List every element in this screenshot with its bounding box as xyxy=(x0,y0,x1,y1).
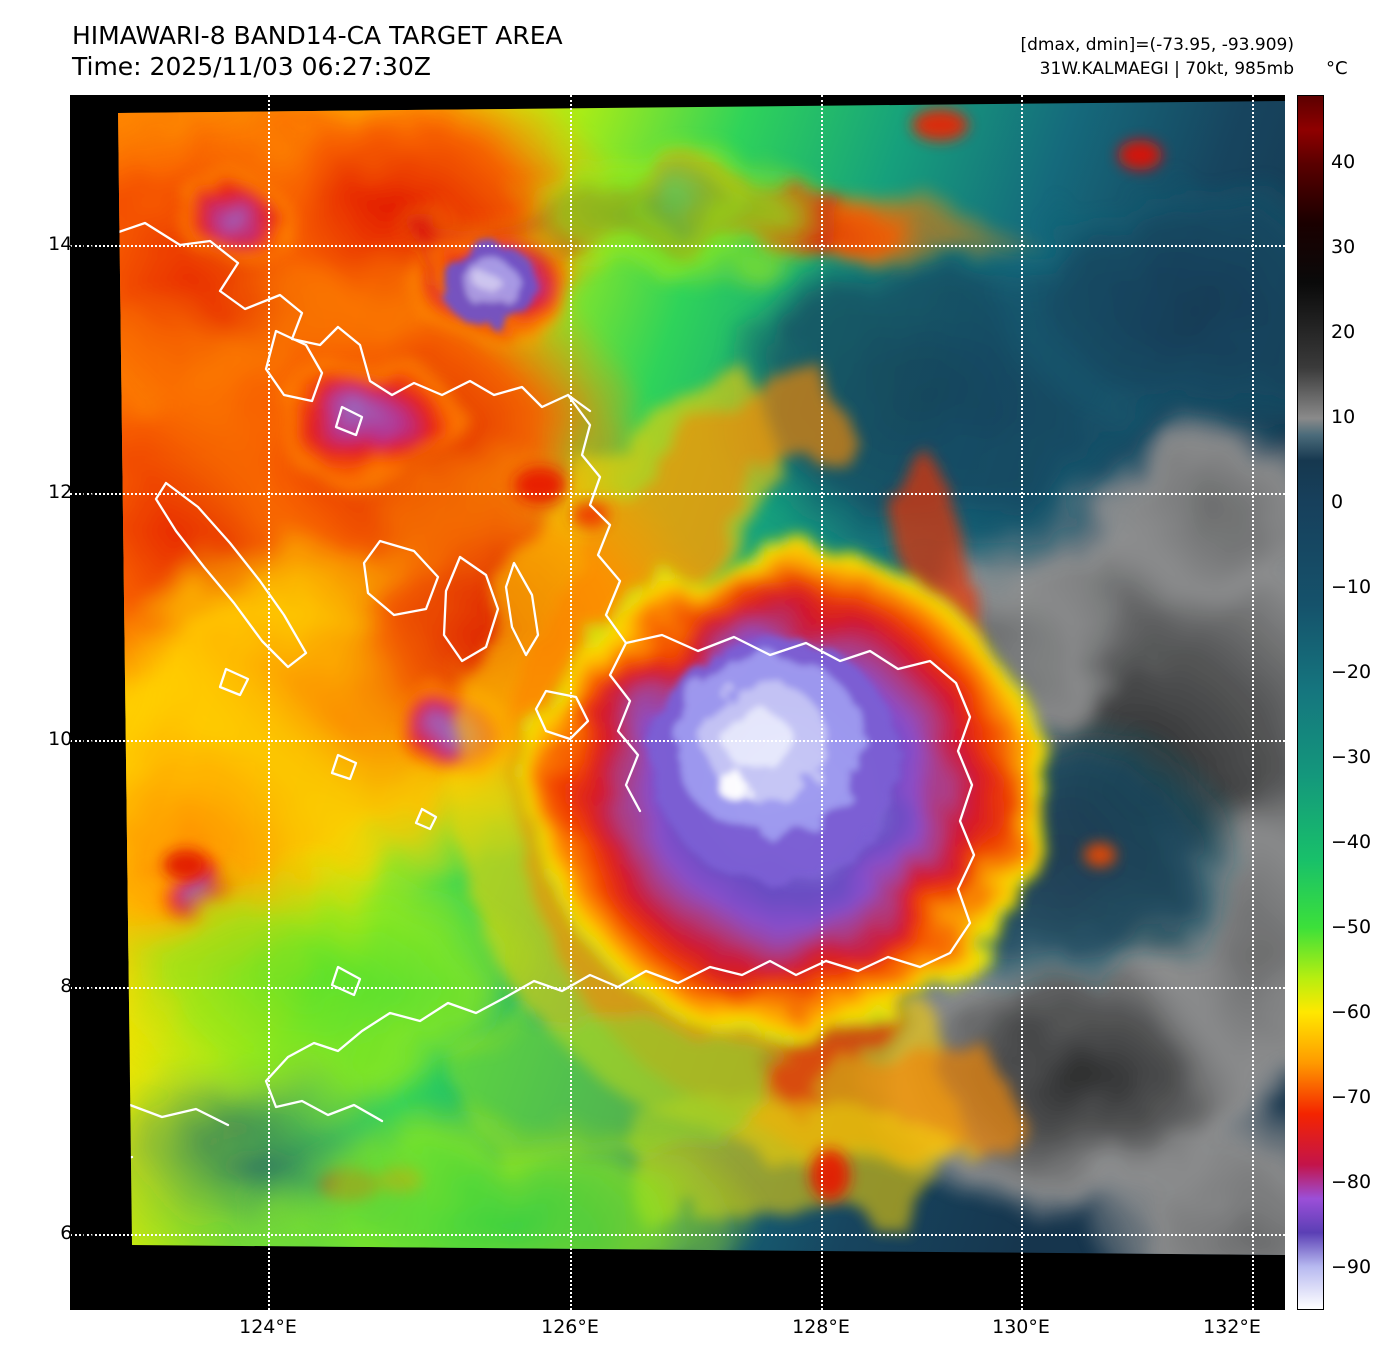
metadata-block: [dmax, dmin]=(-73.95, -93.909) 31W.KALMA… xyxy=(1021,33,1295,81)
timestamp-label: Time: 2025/11/03 06:27:30Z xyxy=(72,52,431,81)
page-title: HIMAWARI-8 BAND14-CA TARGET AREA xyxy=(72,21,563,50)
colorbar-tick-3: 10 xyxy=(1331,405,1356,428)
xtick-label-3: 130°E xyxy=(992,1316,1050,1338)
colorbar xyxy=(1297,95,1324,1310)
colorbar-tick-9: −50 xyxy=(1331,915,1372,938)
xtick-label-1: 126°E xyxy=(541,1316,599,1338)
xtick-label-0: 124°E xyxy=(239,1316,297,1338)
dmax-dmin-label: [dmax, dmin]=(-73.95, -93.909) xyxy=(1020,35,1295,55)
colorbar-tick-10: −60 xyxy=(1331,1000,1372,1023)
colorbar-tick-0: 40 xyxy=(1331,150,1356,173)
satellite-image-plot: Copyright © 2020-2025 Dapiya xyxy=(70,95,1285,1310)
title-block: HIMAWARI-8 BAND14-CA TARGET AREA Time: 2… xyxy=(72,20,563,82)
ytick-label-1: 12°N xyxy=(48,481,96,503)
ytick-label-0: 14°N xyxy=(48,233,96,255)
ytick-label-2: 10°N xyxy=(48,728,96,750)
colorbar-tick-12: −80 xyxy=(1331,1170,1372,1193)
xtick-label-4: 132°E xyxy=(1203,1316,1261,1338)
colorbar-tick-13: −90 xyxy=(1331,1255,1372,1278)
colorbar-tick-4: 0 xyxy=(1331,490,1344,513)
storm-info-label: 31W.KALMAEGI | 70kt, 985mb xyxy=(1039,59,1294,79)
satellite-swath-image xyxy=(70,95,1285,1310)
colorbar-tick-6: −20 xyxy=(1331,660,1372,683)
xtick-label-2: 128°E xyxy=(792,1316,850,1338)
colorbar-gradient xyxy=(1298,96,1323,1309)
colorbar-unit-label: °C xyxy=(1326,58,1348,79)
ytick-label-4: 6°N xyxy=(60,1222,96,1244)
colorbar-tick-7: −30 xyxy=(1331,745,1372,768)
colorbar-tick-2: 20 xyxy=(1331,320,1356,343)
colorbar-tick-11: −70 xyxy=(1331,1085,1372,1108)
colorbar-tick-5: −10 xyxy=(1331,575,1372,598)
colorbar-tick-1: 30 xyxy=(1331,235,1356,258)
ytick-label-3: 8°N xyxy=(60,975,96,997)
colorbar-tick-8: −40 xyxy=(1331,830,1372,853)
